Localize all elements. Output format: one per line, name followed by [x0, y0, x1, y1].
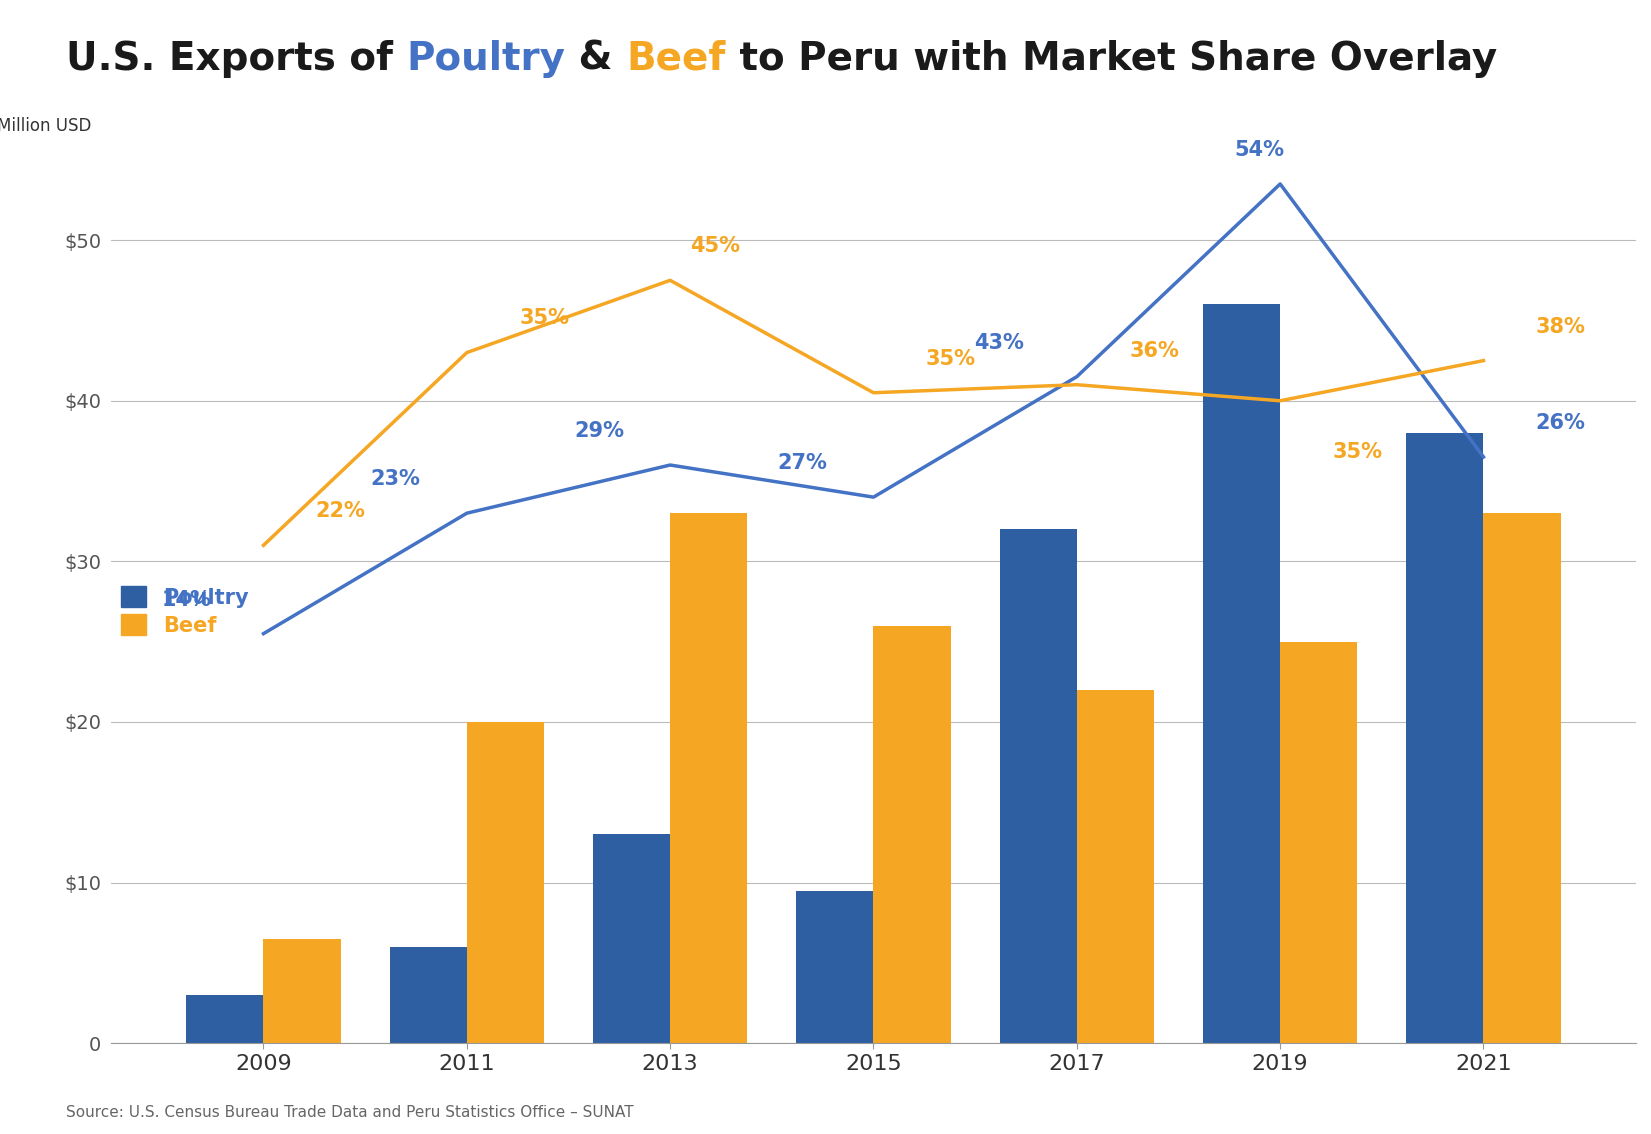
Bar: [670, 514, 748, 1043]
Bar: [999, 530, 1076, 1043]
Bar: [264, 939, 340, 1043]
Legend: Poultry, Beef: Poultry, Beef: [122, 586, 249, 635]
Text: 14%: 14%: [162, 590, 211, 610]
Text: Poultry: Poultry: [406, 40, 565, 78]
Text: 45%: 45%: [690, 236, 740, 256]
Text: &: &: [565, 40, 626, 78]
Bar: [390, 947, 467, 1043]
Bar: [796, 890, 873, 1043]
Text: Beef: Beef: [626, 40, 726, 78]
Text: 26%: 26%: [1535, 413, 1585, 433]
Text: 54%: 54%: [1235, 139, 1284, 160]
Text: U.S. Exports of: U.S. Exports of: [66, 40, 406, 78]
Bar: [593, 835, 670, 1043]
Text: to Peru with Market Share Overlay: to Peru with Market Share Overlay: [726, 40, 1497, 78]
Text: 29%: 29%: [575, 421, 624, 441]
Text: 22%: 22%: [315, 501, 365, 522]
Text: Million USD: Million USD: [0, 117, 91, 135]
Text: 35%: 35%: [926, 348, 976, 369]
Text: 36%: 36%: [1129, 340, 1179, 361]
Bar: [1204, 304, 1280, 1043]
Bar: [187, 995, 264, 1043]
Text: 23%: 23%: [371, 469, 421, 489]
Bar: [467, 722, 545, 1043]
Text: 43%: 43%: [974, 332, 1025, 353]
Text: 27%: 27%: [778, 454, 827, 473]
Bar: [1280, 642, 1357, 1043]
Bar: [1076, 689, 1154, 1043]
Text: 35%: 35%: [1332, 442, 1382, 462]
Text: 38%: 38%: [1535, 316, 1585, 337]
Bar: [1407, 433, 1484, 1043]
Text: Source: U.S. Census Bureau Trade Data and Peru Statistics Office – SUNAT: Source: U.S. Census Bureau Trade Data an…: [66, 1106, 634, 1120]
Bar: [873, 626, 951, 1043]
Bar: [1484, 514, 1560, 1043]
Text: 35%: 35%: [518, 308, 570, 329]
